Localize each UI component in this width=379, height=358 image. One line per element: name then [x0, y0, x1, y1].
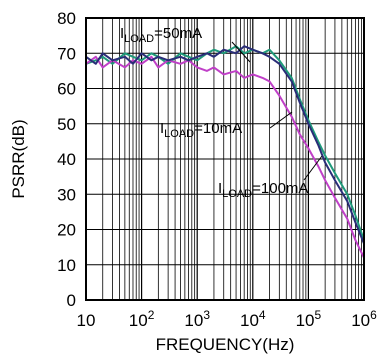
series-lines: [85, 45, 365, 259]
x-tick-labels: 10 102 103 104 105 106: [77, 308, 378, 330]
x-tick-label: 105: [296, 308, 322, 330]
x-tick-label: 102: [129, 308, 155, 330]
y-tick-label: 60: [57, 80, 76, 99]
series-annotation: ILOAD=100mA: [218, 180, 308, 200]
series-line-2: [85, 45, 365, 244]
series-line-0: [85, 45, 365, 241]
x-tick-label: 103: [184, 308, 210, 330]
y-tick-label: 0: [67, 291, 76, 310]
plot-frame: [85, 17, 365, 301]
x-tick-label: 10: [77, 311, 96, 330]
x-tick-label: 104: [240, 308, 266, 330]
series-annotation: ILOAD=10mA: [160, 120, 242, 140]
y-tick-label: 10: [57, 256, 76, 275]
y-tick-label: 30: [57, 185, 76, 204]
y-axis-label: PSRR(dB): [9, 119, 28, 198]
series-annotations: ILOAD=50mA ILOAD=10mA ILOAD=100mA: [120, 25, 323, 200]
y-tick-label: 40: [57, 150, 76, 169]
series-line-1: [85, 55, 365, 259]
x-axis-label: FREQUENCY(Hz): [156, 335, 295, 354]
x-tick-label: 106: [351, 308, 377, 330]
grid-lines: [86, 18, 364, 300]
annotation-leader: [303, 155, 323, 181]
annotation-leader: [269, 111, 293, 129]
y-tick-labels: 0 10 20 30 40 50 60 70 80: [57, 9, 76, 310]
annotation-leader: [231, 41, 251, 63]
y-tick-label: 80: [57, 9, 76, 28]
series-annotation: ILOAD=50mA: [120, 25, 202, 45]
y-tick-label: 20: [57, 221, 76, 240]
y-tick-label: 70: [57, 44, 76, 63]
y-tick-label: 50: [57, 115, 76, 134]
